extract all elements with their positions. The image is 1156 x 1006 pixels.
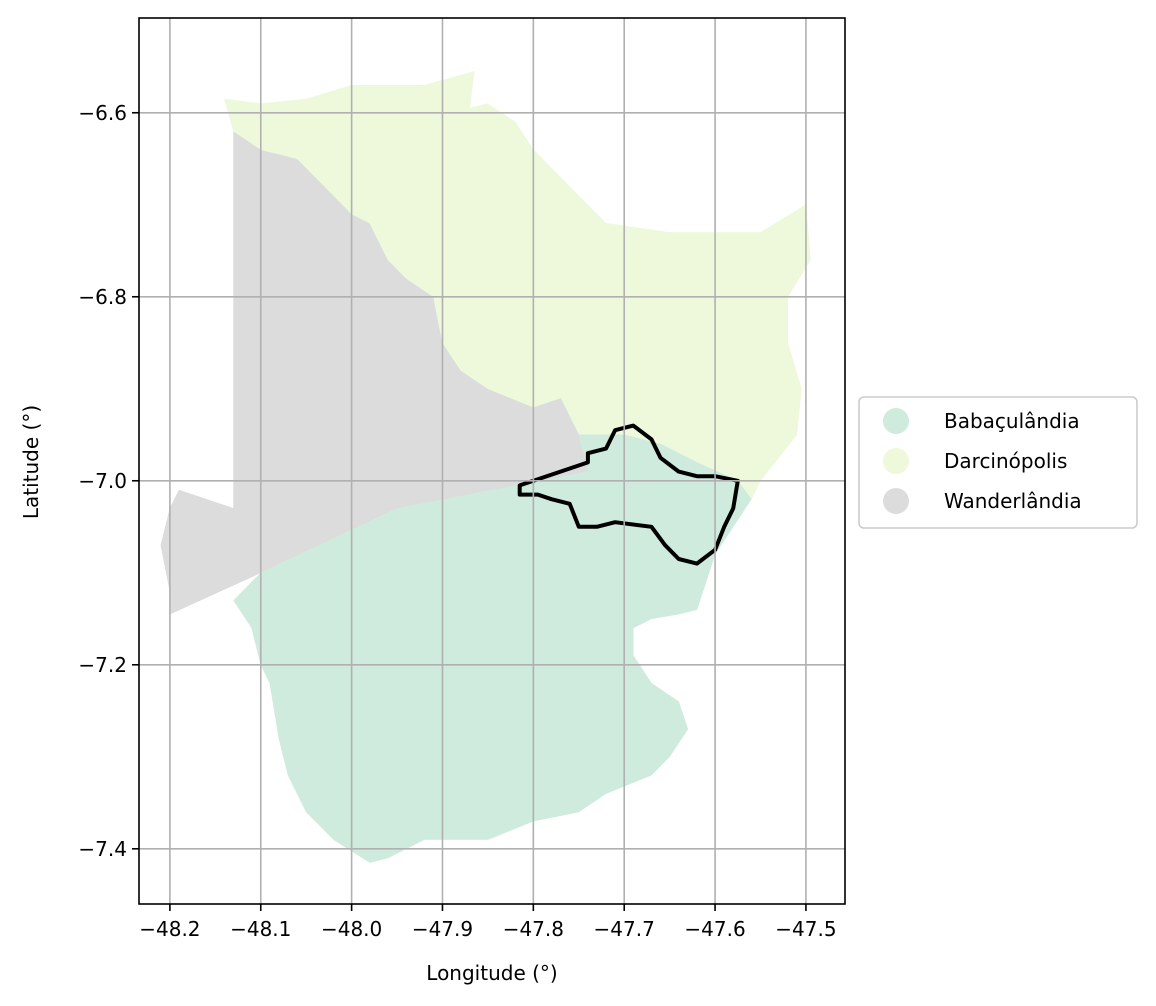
y-tick-label: −7.4 (78, 837, 127, 861)
x-tick-label: −47.5 (775, 917, 836, 941)
y-axis-label: Latitude (°) (19, 405, 43, 519)
x-tick-label: −47.9 (412, 917, 473, 941)
legend-swatch (883, 488, 909, 514)
x-tick-label: −48.2 (139, 917, 200, 941)
x-tick-label: −48.1 (230, 917, 291, 941)
legend: Babaçulândia Darcinópolis Wanderlândia (858, 396, 1138, 529)
plot-frame (138, 17, 846, 905)
x-tick-label: −47.7 (594, 917, 655, 941)
x-tick-label: −47.6 (684, 917, 745, 941)
legend-label: Babaçulândia (944, 409, 1080, 433)
x-tick-label: −48.0 (321, 917, 382, 941)
legend-swatch (883, 408, 909, 434)
legend-label: Darcinópolis (944, 449, 1067, 473)
y-tick-label: −6.6 (78, 101, 127, 125)
legend-box (858, 396, 1138, 529)
x-tick-label: −47.8 (503, 917, 564, 941)
axis-ticks: −48.2 −48.1 −48.0 −47.9 −47.8 −47.7 −47.6 −47.5… (78, 101, 836, 941)
x-axis-label: Longitude (°) (426, 961, 557, 985)
y-tick-label: −7.0 (78, 469, 127, 493)
region-darcinopolis (224, 71, 811, 500)
legend-label: Wanderlândia (944, 489, 1082, 513)
y-tick-label: −6.8 (78, 285, 127, 309)
plot-area (138, 17, 846, 905)
region-babaculandia (233, 397, 752, 863)
legend-swatch (883, 448, 909, 474)
highlight-outline (517, 423, 740, 566)
y-tick-label: −7.2 (78, 653, 127, 677)
